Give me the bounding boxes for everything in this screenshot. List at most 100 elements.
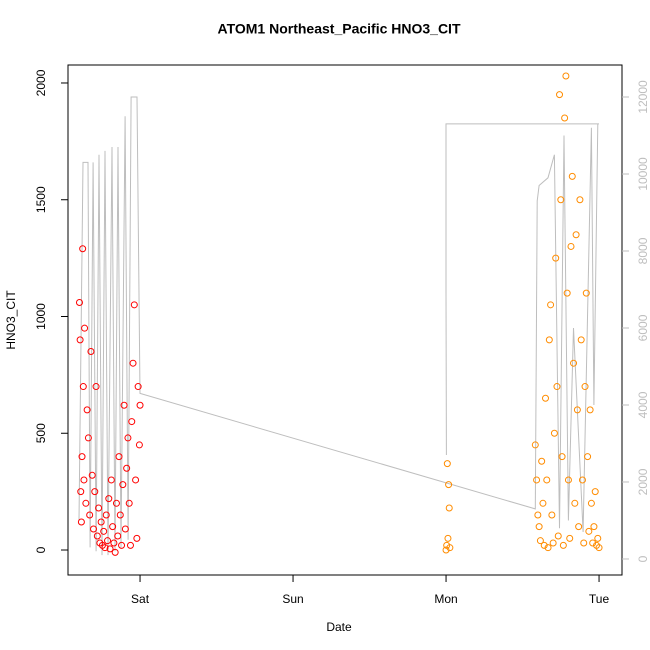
- point: [586, 406, 594, 414]
- point: [92, 383, 100, 391]
- point: [538, 457, 546, 465]
- point: [572, 231, 580, 239]
- point: [561, 114, 569, 122]
- point: [76, 336, 84, 344]
- point: [79, 383, 87, 391]
- plot-box: [67, 64, 623, 576]
- point: [129, 359, 137, 367]
- point: [549, 539, 557, 547]
- point: [77, 488, 85, 496]
- point: [539, 499, 547, 507]
- point: [581, 383, 589, 391]
- point: [128, 418, 136, 426]
- point: [102, 511, 110, 519]
- point: [120, 401, 128, 409]
- point: [88, 471, 96, 479]
- point: [80, 476, 88, 484]
- y-tick-label: 2000: [34, 69, 48, 96]
- point: [554, 532, 562, 540]
- point: [595, 544, 603, 552]
- x-tick-label: Mon: [434, 592, 457, 606]
- point: [95, 504, 103, 512]
- point: [104, 537, 112, 545]
- point: [86, 511, 94, 519]
- point: [443, 460, 451, 468]
- point: [564, 476, 572, 484]
- point: [544, 544, 552, 552]
- point: [445, 504, 453, 512]
- y2-tick-label: 10000: [636, 157, 650, 191]
- point: [534, 511, 542, 519]
- point: [90, 525, 98, 533]
- y-axis-label: HNO3_CIT: [4, 290, 18, 350]
- point: [442, 546, 450, 554]
- y-tick-label: 500: [34, 423, 48, 443]
- x-tick-label: Sat: [131, 592, 150, 606]
- point: [106, 545, 114, 553]
- y2-tick-label: 0: [636, 555, 650, 562]
- point: [134, 383, 142, 391]
- point: [77, 518, 85, 526]
- y2-tick-label: 2000: [636, 468, 650, 495]
- point: [562, 72, 570, 80]
- point: [75, 298, 83, 306]
- point: [582, 289, 590, 297]
- point: [535, 523, 543, 531]
- point: [93, 532, 101, 540]
- point: [114, 532, 122, 540]
- point: [571, 499, 579, 507]
- point: [553, 383, 561, 391]
- point: [541, 394, 549, 402]
- point: [594, 534, 602, 542]
- point: [578, 476, 586, 484]
- point: [559, 541, 567, 549]
- point: [550, 429, 558, 437]
- point: [126, 541, 134, 549]
- point: [445, 481, 453, 489]
- point: [133, 534, 141, 542]
- x-axis-label: Date: [326, 620, 352, 634]
- point: [591, 488, 599, 496]
- y-tick-label: 1000: [34, 303, 48, 330]
- chart-title: ATOM1 Northeast_Pacific HNO3_CIT: [218, 21, 461, 37]
- point: [548, 511, 556, 519]
- point: [135, 441, 143, 449]
- point: [444, 534, 452, 542]
- point: [547, 301, 555, 309]
- point: [536, 537, 544, 545]
- point: [82, 499, 90, 507]
- point: [136, 401, 144, 409]
- y2-tick-label: 6000: [636, 314, 650, 341]
- point: [91, 488, 99, 496]
- point: [590, 523, 598, 531]
- point: [101, 544, 109, 552]
- point: [78, 453, 86, 461]
- point: [132, 476, 140, 484]
- point: [556, 91, 564, 99]
- point: [543, 476, 551, 484]
- point: [576, 196, 584, 204]
- point: [566, 534, 574, 542]
- point: [570, 359, 578, 367]
- point: [83, 406, 91, 414]
- point: [105, 495, 113, 503]
- point: [123, 464, 131, 472]
- point: [580, 539, 588, 547]
- point: [112, 499, 120, 507]
- point: [97, 518, 105, 526]
- point: [584, 453, 592, 461]
- y-tick-label: 1500: [34, 186, 48, 213]
- point: [540, 541, 548, 549]
- x-tick-label: Sun: [282, 592, 303, 606]
- point: [111, 548, 119, 556]
- point: [585, 527, 593, 535]
- point: [558, 453, 566, 461]
- point: [567, 242, 575, 250]
- point: [568, 172, 576, 180]
- point: [573, 406, 581, 414]
- point: [552, 254, 560, 262]
- y2-tick-label: 4000: [636, 391, 650, 418]
- point: [563, 289, 571, 297]
- point: [118, 541, 126, 549]
